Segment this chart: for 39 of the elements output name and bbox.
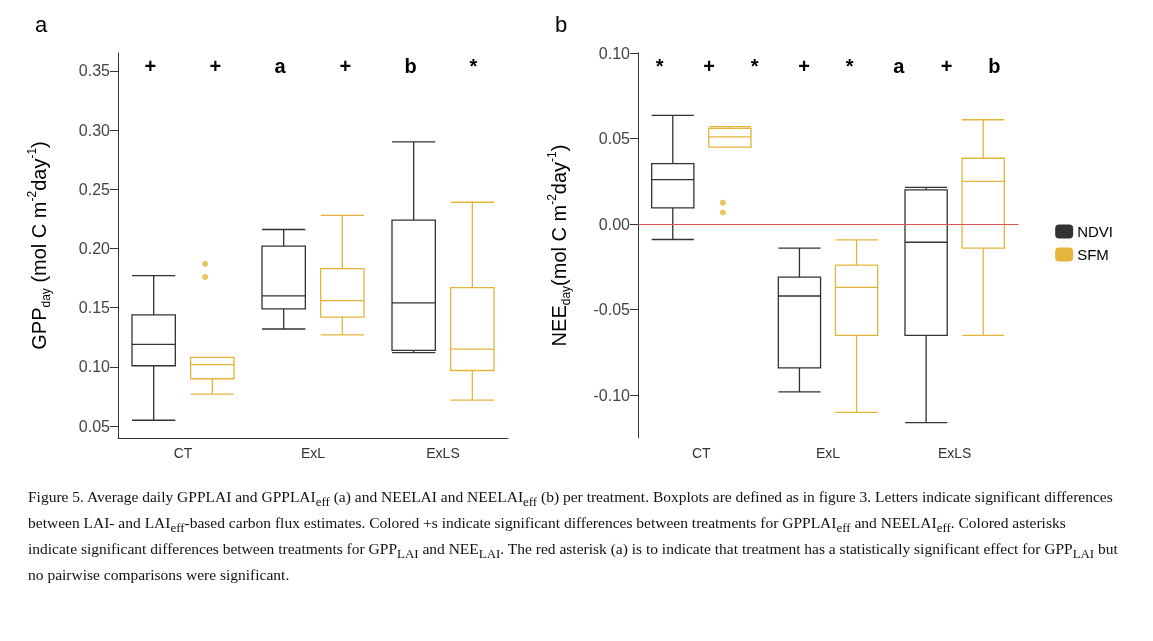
y-tick-label: -0.10 [593, 386, 631, 404]
annotation: + [703, 55, 715, 77]
y-tick-label: 0.10 [78, 358, 111, 376]
annotation: + [209, 55, 222, 77]
y-tick-label: 0.25 [78, 180, 111, 198]
y-axis-title: NEEday(mol C m-2day-1) [545, 144, 573, 347]
x-tick-label: CT [692, 445, 712, 461]
legend-label: NDVI [1077, 223, 1114, 240]
annotation: * [750, 55, 759, 77]
y-tick-label: 0.30 [78, 121, 111, 139]
annotation: + [798, 55, 810, 77]
y-tick-label: 0.15 [78, 299, 111, 317]
annotation: * [655, 55, 664, 77]
annotation: b [404, 55, 417, 77]
x-tick-label: ExLS [937, 445, 972, 461]
chart-title: a [35, 11, 48, 37]
x-tick-label: ExL [300, 445, 326, 461]
y-axis-title: GPPday (mol C m-2day-1) [25, 141, 53, 350]
annotation: b [988, 55, 1001, 77]
annotation: a [274, 55, 287, 77]
annotation: + [339, 55, 352, 77]
annotation: a [893, 55, 906, 77]
x-tick-label: ExLS [426, 445, 460, 461]
y-tick-label: 0.10 [598, 44, 631, 62]
text: Figure 5. Average daily GPPLAI and GPPLAI$_{eff}$ (a) and NEELAI and NEELAI$_{eff}$ (b) per treatment. Boxplots are defined as in figure 3. Letters indicate significant differences between LAI- and LAI$_{eff}$-based carbon flux estimates. Colored +s indicate significant differences between treatments for GPPLAI$_{eff}$ and NEELAI$_{eff}$. Colored asterisks indicate significant differences between treatments for GPP$_{LAI}$ and NEE$_{LAI}$. The red asterisk (a) is to indicate that treatment has a statistically significant effect for GPP$_{LAI}$ but no pairwise comparisons were significant. [28, 488, 1118, 584]
y-tick-label: -0.05 [593, 301, 631, 319]
x-tick-label: CT [173, 445, 193, 461]
y-tick-label: 0.00 [598, 215, 631, 233]
x-tick-label: ExL [815, 445, 841, 461]
y-tick-label: 0.05 [78, 417, 111, 435]
y-tick-label: 0.20 [78, 239, 111, 257]
annotation: * [469, 55, 478, 77]
legend-label: SFM [1077, 246, 1109, 263]
annotation: * [845, 55, 854, 77]
chart-title: b [555, 11, 568, 37]
annotation: + [940, 55, 953, 77]
y-tick-label: 0.05 [598, 130, 631, 148]
annotation: + [144, 55, 157, 77]
y-tick-label: 0.35 [78, 62, 111, 80]
